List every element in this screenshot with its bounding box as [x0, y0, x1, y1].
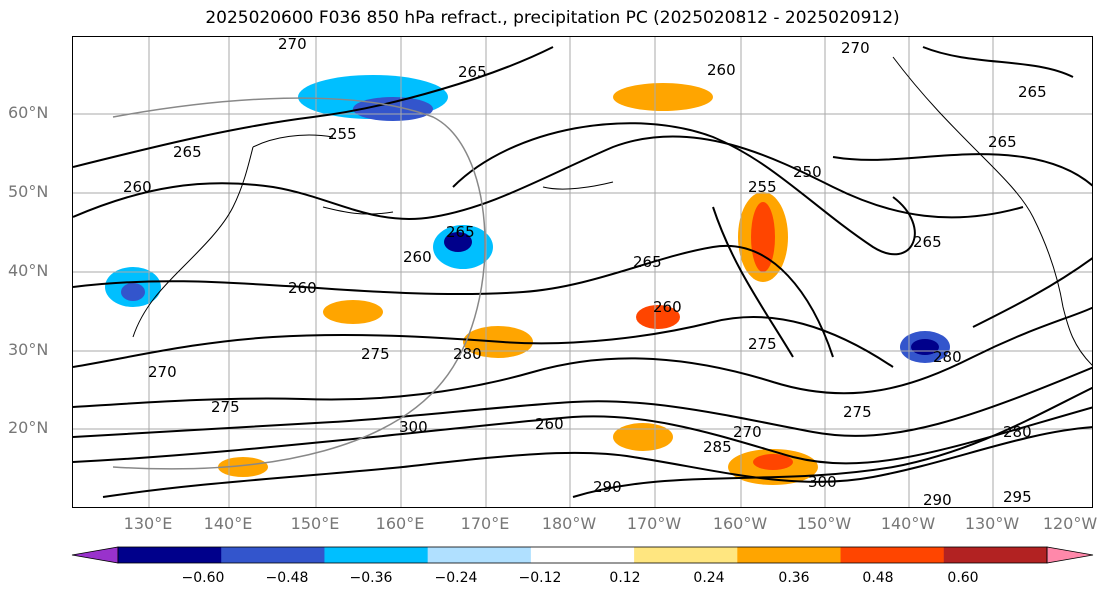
lon-label: 140°W: [880, 514, 936, 533]
contour-label: 260: [403, 248, 432, 266]
lon-label: 170°W: [626, 514, 682, 533]
contour-label: 290: [593, 478, 622, 496]
lon-label: 170°E: [460, 514, 510, 533]
contour-label: 275: [361, 345, 390, 363]
contour-label: 265: [988, 133, 1017, 151]
contour-label: 265: [173, 143, 202, 161]
lat-label: 60°N: [8, 103, 49, 122]
coastlines: [132, 56, 1092, 366]
contour-labels: 270 270 260 265 265 255 265 260 250 255 …: [123, 37, 1047, 508]
colorbar-segment: [737, 547, 842, 563]
contour-label: 275: [748, 335, 777, 353]
refractivity-contours: [73, 46, 1092, 498]
contour-label: 265: [446, 223, 475, 241]
map-canvas: 270 270 260 265 265 255 265 260 250 255 …: [73, 37, 1092, 508]
lat-label: 30°N: [8, 340, 49, 359]
colorbar-tick: 0.48: [862, 570, 894, 586]
contour-label: 270: [148, 363, 177, 381]
precip-fills: [105, 75, 950, 485]
lat-label: 50°N: [8, 182, 49, 201]
lon-label: 140°E: [203, 514, 253, 533]
colorbar-tick: 0.36: [778, 570, 810, 586]
lon-label: 130°E: [123, 514, 173, 533]
contour-label: 260: [707, 61, 736, 79]
colorbar-segment: [427, 547, 532, 563]
contour-label: 275: [211, 398, 240, 416]
contour-label: 250: [793, 163, 822, 181]
colorbar-segment: [530, 547, 635, 563]
contour-label: 265: [633, 253, 662, 271]
contour-label: 260: [123, 178, 152, 196]
lon-label: 180°W: [541, 514, 597, 533]
contour-label: 280: [453, 345, 482, 363]
contour-label: 300: [399, 418, 428, 436]
contour-label: 270: [733, 423, 762, 441]
lon-label: 160°E: [375, 514, 425, 533]
contour-label: 280: [933, 348, 962, 366]
lon-label: 120°W: [1042, 514, 1098, 533]
contour-label: 265: [913, 233, 942, 251]
lat-label: 20°N: [8, 418, 49, 437]
contour-label: 260: [535, 415, 564, 433]
contour-label: 265: [1018, 83, 1047, 101]
colorbar-segment: [324, 547, 429, 563]
lat-lon-grid: [73, 37, 1092, 507]
contour-label: 270: [278, 37, 307, 53]
colorbar-extend-low: [71, 546, 119, 564]
map-panel: 270 270 260 265 265 255 265 260 250 255 …: [72, 36, 1093, 508]
contour-label: 260: [653, 298, 682, 316]
contour-label: 285: [703, 438, 732, 456]
colorbar-segment: [943, 547, 1048, 563]
colorbar-tick: −0.24: [434, 570, 478, 586]
contour-label: 270: [841, 39, 870, 57]
contour-label: 275: [843, 403, 872, 421]
colorbar-segment: [840, 547, 945, 563]
colorbar-extend-high: [1046, 546, 1094, 564]
contour-label: 260: [288, 279, 317, 297]
contour-label: 265: [458, 63, 487, 81]
contour-label: 280: [1003, 423, 1032, 441]
colorbar-segment: [634, 547, 738, 563]
lat-label: 40°N: [8, 261, 49, 280]
colorbar-segment: [221, 547, 325, 563]
colorbar: [71, 546, 1094, 564]
colorbar-tick: 0.60: [947, 570, 979, 586]
map-title: 2025020600 F036 850 hPa refract., precip…: [205, 8, 900, 28]
colorbar-tick: −0.60: [181, 570, 225, 586]
contour-label: 290: [923, 491, 952, 508]
lon-label: 160°W: [712, 514, 768, 533]
colorbar-outline: [117, 546, 1048, 564]
lon-label: 150°E: [290, 514, 340, 533]
contour-label: 295: [1003, 488, 1032, 506]
colorbar-segments: [71, 546, 1094, 564]
contour-label: 255: [748, 178, 777, 196]
lon-label: 130°W: [964, 514, 1020, 533]
lon-label: 150°W: [796, 514, 852, 533]
colorbar-tick: 0.24: [693, 570, 725, 586]
great-circle: [112, 97, 486, 470]
colorbar-tick: −0.48: [265, 570, 309, 586]
colorbar-tick: 0.12: [609, 570, 641, 586]
contour-label: 255: [328, 125, 357, 143]
colorbar-tick: −0.36: [349, 570, 393, 586]
colorbar-tick: −0.12: [518, 570, 562, 586]
contour-label: 300: [808, 473, 837, 491]
colorbar-segment: [118, 547, 222, 563]
